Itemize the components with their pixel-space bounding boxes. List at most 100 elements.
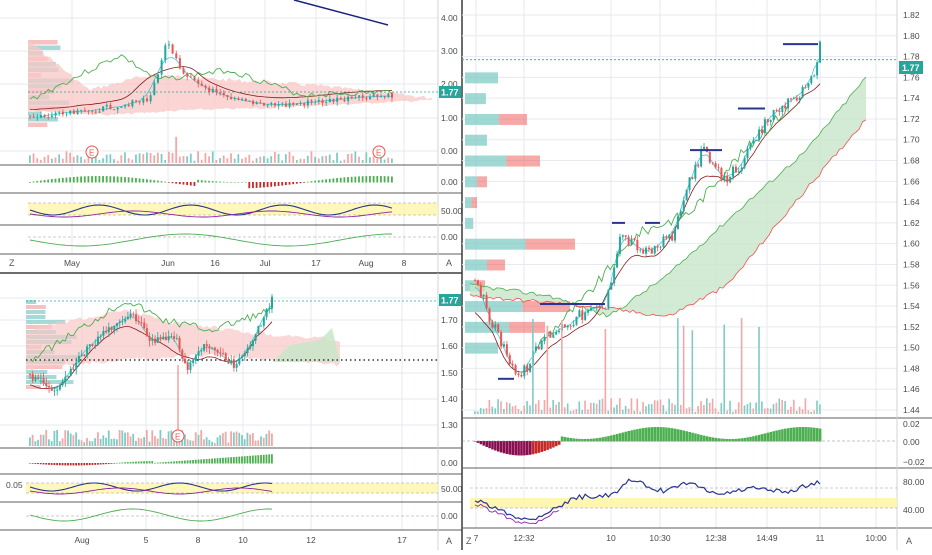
volume-bar [659,399,662,414]
price-candle [647,247,650,249]
macd-histogram-bar [31,463,34,464]
macd-histogram-bar [778,429,781,442]
zoom-toggle-label-right[interactable]: Z [466,536,472,546]
stoch-k-line [29,204,393,216]
price-candle [151,338,154,341]
base-line [29,66,393,110]
price-candle [36,117,39,119]
price-candle [175,337,178,339]
volume-bar [126,432,129,446]
price-candle [662,236,665,247]
price-candle [488,308,491,322]
macd-histogram-bar [171,182,174,184]
volume-bar [549,407,552,414]
macd-histogram-bar [32,181,35,183]
price-candle [224,353,227,361]
volume-bar [107,430,110,446]
earnings-marker-3[interactable] [171,429,185,443]
volume-bar [277,153,280,163]
macd-histogram-bar [534,441,538,454]
chart-panel-top-left[interactable]: 4.00 3.00 2.00 1.00 0.00 0.00 50.00 0.00 May Jun… [0,0,463,272]
macd-histogram-bar [181,460,184,464]
macd-histogram-bar [246,456,249,464]
volume-bar [601,398,604,414]
volume-profile-bar-sell [471,197,477,209]
rsi-band [28,203,438,215]
price-axis-label: 1.58 [903,259,920,269]
volume-profile-bar [465,72,498,84]
price-candle [555,332,558,335]
macd-histogram-bar [237,181,240,183]
price-candle [175,53,178,59]
price-candle [708,152,711,163]
price-candle [299,103,302,104]
volume-bar [83,159,86,163]
volume-bar [222,433,224,446]
price-candle [347,96,350,102]
price-candle [148,336,151,341]
rsi-axis-label: 80.00 [903,477,925,487]
volume-bar [627,408,630,414]
volume-bar [162,437,165,446]
auto-scale-label[interactable]: A [446,258,452,268]
price-candle [526,365,529,372]
price-candle [254,333,257,341]
price-candle [784,105,787,109]
volume-bar [743,405,746,414]
volume-bar [98,160,101,163]
price-axis-label: 1.60 [903,239,920,249]
price-candle [273,103,276,106]
macd-histogram-bar [306,181,309,183]
volume-bar [306,155,309,163]
macd-histogram-bar [160,181,163,183]
macd-histogram-bar [303,182,306,183]
chart-panel-right[interactable]: 1.82 1.80 1.78 1.76 1.74 1.72 1.70 1.68 1.66 1.64… [461,0,932,550]
macd-histogram-bar [627,430,631,442]
price-candle [171,44,174,54]
osc-line [29,508,273,522]
macd-histogram-bar [650,427,654,442]
earnings-marker-2[interactable] [372,145,386,159]
macd-histogram-bar [387,176,390,183]
price-candle [197,80,200,84]
volume-bar [665,411,668,414]
volume-bar [120,155,123,163]
zoom-toggle-label[interactable]: Z [9,258,15,268]
earnings-marker-1[interactable] [85,145,99,159]
macd-histogram-bar [47,179,50,183]
price-candle [34,377,37,381]
volume-bar [677,318,679,414]
macd-histogram-bar [549,441,552,449]
price-candle [230,360,233,364]
volume-bar [251,433,254,446]
price-candle [137,321,140,323]
price-candle [729,176,732,183]
auto-scale-label-right[interactable]: A [906,536,912,546]
macd-histogram-bar [343,177,346,183]
price-axis-label: 1.60 [441,341,458,351]
auto-scale-label-bl[interactable]: A [446,536,452,546]
macd-histogram-bar [699,434,703,442]
volume-bar [77,439,80,446]
volume-bar [145,429,148,446]
macd-histogram-bar [705,436,709,442]
volume-bar [590,402,592,414]
time-axis-label: 10:30 [649,533,671,543]
volume-bar [200,159,203,163]
macd-histogram-bar [339,177,342,183]
chart-panel-bottom-left[interactable]: 1.801.701.601.501.401.300.000.0550.000.0… [0,272,463,550]
price-candle [746,148,749,159]
price-candle [792,97,795,99]
price-candle [317,100,320,102]
volume-bar [732,411,734,414]
price-candle [380,96,383,98]
price-candle [511,363,514,366]
price-candle [589,307,592,311]
price-candle [178,58,181,69]
macd-histogram-bar [138,178,141,183]
price-candle [257,325,260,334]
volume-bar [124,432,126,446]
macd-histogram-bar [124,462,126,464]
price-axis-label: 2.00 [441,79,458,89]
